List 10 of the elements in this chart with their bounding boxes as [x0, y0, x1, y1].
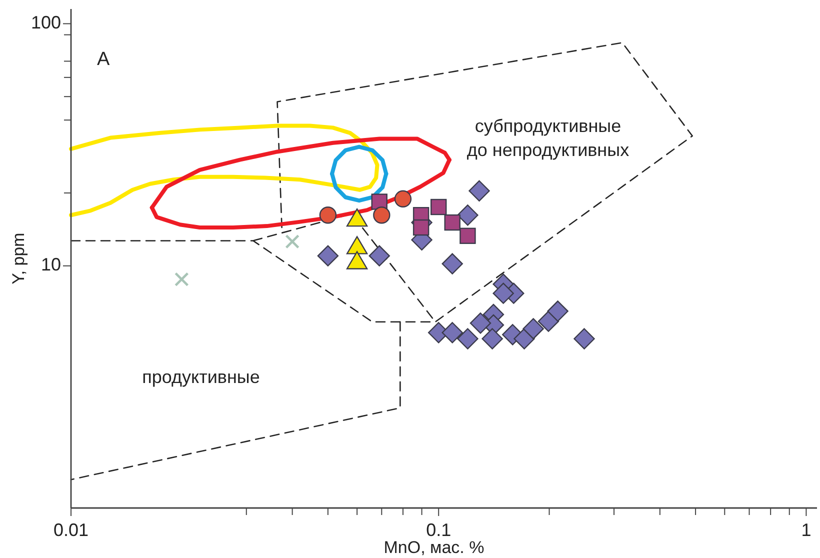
- y-tick-label: 10: [40, 254, 61, 275]
- x-tick-label: 0.1: [426, 520, 452, 540]
- y-tick-label: 100: [30, 12, 61, 32]
- annotation: продуктивные: [142, 366, 260, 387]
- x-tick-label: 1: [801, 520, 812, 540]
- x-tick-label: 0.01: [53, 520, 89, 540]
- annotation: A: [97, 49, 110, 70]
- y-axis-title: Y, ppm: [9, 232, 28, 284]
- x-axis-title: MnO, мас. %: [384, 538, 484, 557]
- annotation: субпродуктивные до непродуктивных: [466, 116, 630, 160]
